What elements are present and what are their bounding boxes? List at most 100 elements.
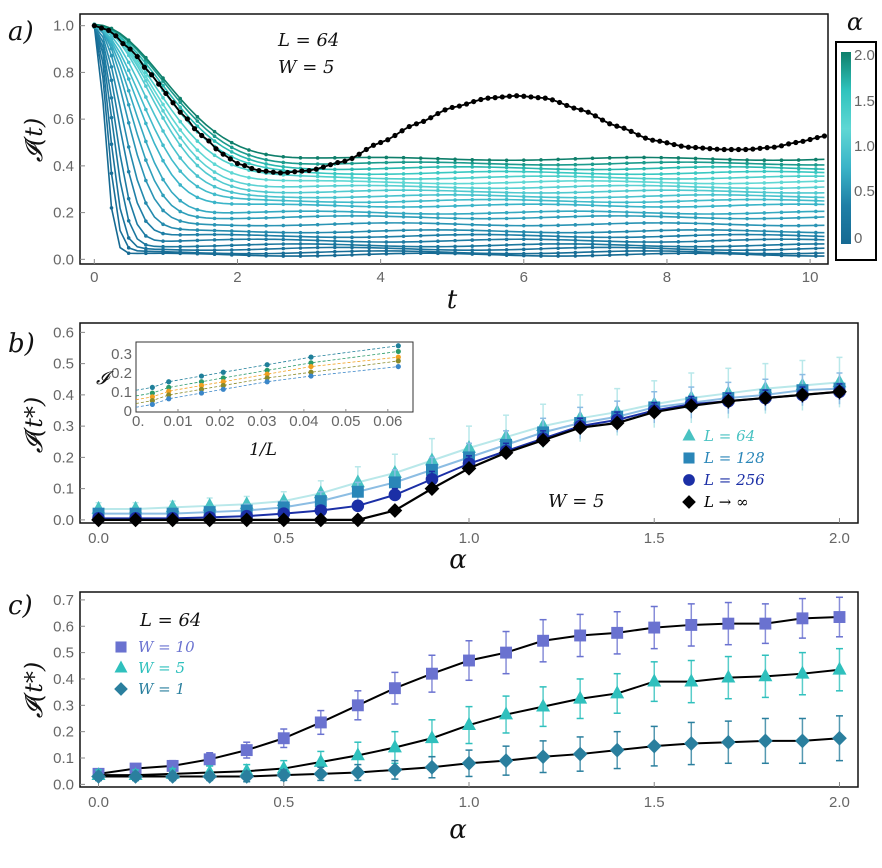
alpha-curve-point [178,105,183,110]
alpha-curve-point [796,179,801,184]
alpha-curve-point [315,156,320,160]
alpha-curve-point [195,174,200,178]
alpha-curve-point [126,121,131,125]
alpha-curve-point [367,194,371,199]
inset-xtick-label: 0.04 [289,413,318,430]
panel-a: a) 𝓘(t) t L = 64 W = 5 0 2 4 6 8 100.00.20.40… [8,8,877,315]
alpha-curve-point [487,232,492,237]
alpha-curve-point [401,180,406,185]
alpha-curve-point [521,247,526,252]
black-curve-point [621,125,627,131]
alpha-curve-point [195,119,200,123]
alpha-curve-point [401,160,406,165]
alpha-curve-point [315,174,320,179]
alpha-curve-point [590,200,595,204]
alpha-curve-point [659,166,664,170]
colorbar-title: α [847,8,863,36]
data-point [387,503,403,518]
alpha-curve-point [229,237,234,242]
alpha-curve-point [418,156,423,160]
alpha-curve-point [195,195,200,200]
alpha-curve-point [590,214,595,218]
alpha-curve-point [333,239,337,243]
black-curve-point [800,138,806,144]
alpha-curve-point [762,181,767,185]
inset-point [166,384,172,391]
black-curve-point [463,101,470,107]
alpha-curve-point [710,216,715,220]
alpha-curve-point [453,228,457,232]
inset-fit-line [135,351,399,397]
alpha-curve-point [487,190,492,194]
alpha-curve-point [710,239,715,243]
alpha-curve-point [333,179,337,183]
data-point [832,661,847,675]
inset-point [166,396,172,402]
alpha-curve-point [607,253,612,257]
alpha-curve-point [642,235,646,239]
alpha-curve-0.9 [93,24,825,215]
alpha-curve-point [315,209,320,214]
alpha-curve-point [745,232,749,237]
alpha-curve-point [779,190,784,195]
alpha-curve-point [178,248,183,252]
alpha-curve-point [642,183,646,188]
alpha-curve-point [625,239,629,244]
alpha-curve-point [642,221,646,225]
alpha-curve-point [384,172,389,176]
alpha-curve-point [367,172,371,177]
panel-b: b) 𝓘(t*) α W = 5 0.0 0.5 1.0 1.5 2.00.00.10.… [8,322,859,575]
panel-c-ytick-label: 0.5 [53,645,74,662]
alpha-curve-point [693,239,698,244]
alpha-curve-point [676,193,681,198]
legend-label-1: L = 128 [703,449,765,467]
alpha-curve-point [453,176,457,181]
alpha-curve-point [762,175,767,179]
alpha-curve-point [745,165,749,169]
alpha-curve-point [126,77,131,81]
alpha-curve-point [779,247,784,252]
panel-a-xlabel: t [447,285,458,315]
alpha-curve-point [367,243,371,248]
inset-origin-label: 0. [132,413,145,430]
alpha-curve-point [814,215,818,220]
panel-b-xtick-label: 2.0 [829,530,850,547]
alpha-curve-point [728,157,732,162]
alpha-curve-point [504,216,509,221]
data-point [610,685,625,699]
alpha-curve-point [144,219,148,223]
alpha-curve-point [384,221,389,225]
alpha-curve-point [710,176,715,181]
alpha-curve-point [745,248,749,252]
data-point [165,512,180,528]
black-curve-point [370,142,377,148]
data-point [314,495,327,508]
alpha-curve-point [384,214,389,219]
alpha-curve-point [212,129,217,134]
alpha-curve-point [521,158,526,162]
alpha-curve-0.1 [93,24,825,255]
black-curve-point [199,132,205,139]
black-curve-point [628,128,634,134]
data-point [648,621,661,634]
alpha-curve-point [418,212,423,216]
black-curve-point [571,105,577,111]
black-curve-point [327,162,334,168]
alpha-curve-point [384,160,389,165]
alpha-curve-point [212,192,217,197]
alpha-curve-point [728,232,732,237]
alpha-curve-point [556,191,560,195]
alpha-curve-1.7 [94,26,825,176]
alpha-curve-point [436,221,440,226]
alpha-curve-point [659,199,664,204]
alpha-curve-point [693,171,698,175]
alpha-curve-point [333,156,337,160]
alpha-curve-point [779,216,784,221]
alpha-curve-point [745,243,749,248]
alpha-curve-point [298,251,303,255]
alpha-curve-point [504,243,509,247]
alpha-curve-point [109,53,114,58]
panel-a-ytick-label: 0.6 [53,111,74,128]
alpha-curve-point [178,100,183,105]
